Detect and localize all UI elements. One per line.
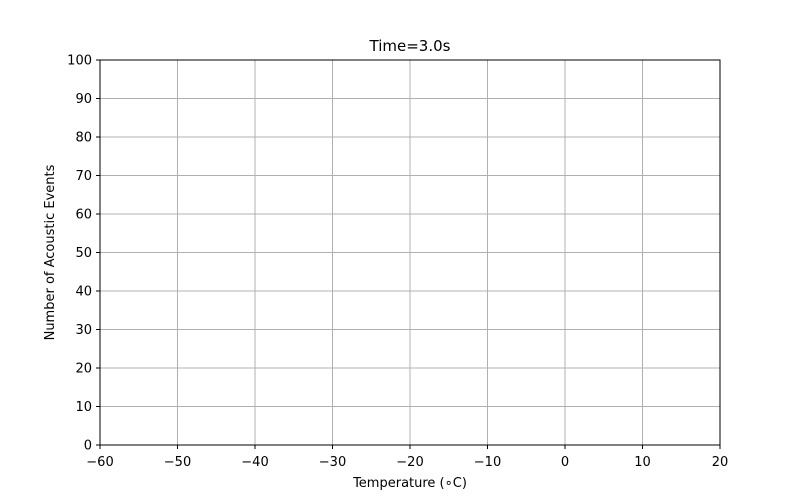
chart-title: Time=3.0s — [369, 37, 451, 55]
x-tick-label: −50 — [164, 455, 191, 470]
y-tick-label: 60 — [75, 208, 92, 223]
x-tick-label: 10 — [634, 455, 651, 470]
y-tick-label: 80 — [75, 131, 92, 146]
y-tick-label: 100 — [67, 54, 92, 69]
grid-lines — [99, 59, 721, 446]
y-tick-label: 10 — [75, 400, 92, 415]
x-tick-label: −20 — [396, 455, 423, 470]
x-tick-label: −30 — [319, 455, 346, 470]
x-tick-label: 20 — [712, 455, 729, 470]
y-tick-label: 40 — [75, 285, 92, 300]
y-tick-label: 30 — [75, 323, 92, 338]
y-tick-label: 0 — [84, 439, 92, 454]
x-tick-label: −10 — [474, 455, 501, 470]
y-tick-label: 20 — [75, 362, 92, 377]
x-axis-ticks: −60 −50 −40 −30 −20 −10 0 10 20 — [86, 445, 728, 470]
y-tick-label: 90 — [75, 92, 92, 107]
y-axis-ticks: 0 10 20 30 40 50 60 70 80 90 100 — [67, 54, 100, 454]
y-tick-label: 70 — [75, 169, 92, 184]
x-tick-label: −40 — [241, 455, 268, 470]
x-tick-label: −60 — [86, 455, 113, 470]
y-tick-label: 50 — [75, 246, 92, 261]
x-tick-label: 0 — [561, 455, 569, 470]
x-axis-title: Temperature (∘C) — [352, 476, 467, 491]
y-axis-title: Number of Acoustic Events — [43, 164, 58, 340]
